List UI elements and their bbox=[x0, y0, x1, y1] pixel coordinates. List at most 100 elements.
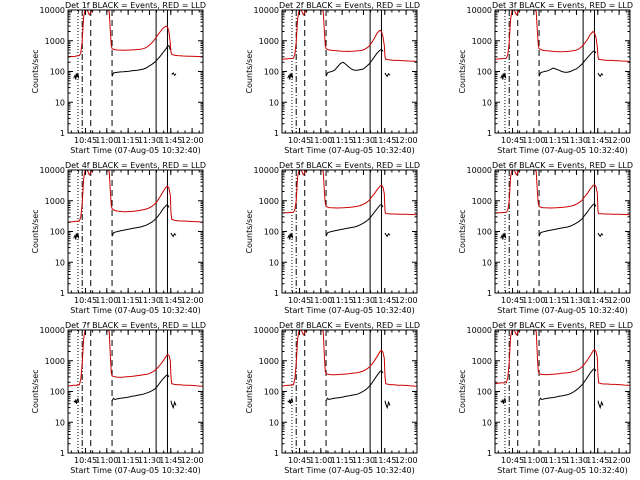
x-tick-label: 12:00 bbox=[608, 456, 631, 465]
y-tick-label: 10000 bbox=[254, 6, 279, 15]
x-tick-label: 11:15 bbox=[544, 296, 567, 305]
y-tick-label: 1 bbox=[274, 289, 279, 298]
x-tick-label: 12:00 bbox=[608, 296, 631, 305]
y-tick-label: 100 bbox=[264, 388, 279, 397]
y-tick-label: 10 bbox=[269, 418, 279, 427]
y-tick-label: 1 bbox=[60, 129, 65, 138]
y-axis-label: Counts/sec bbox=[31, 209, 40, 253]
series-line-lld bbox=[494, 169, 631, 216]
y-tick-label: 1000 bbox=[472, 197, 492, 206]
y-tick-label: 1 bbox=[60, 289, 65, 298]
y-axis-label: Counts/sec bbox=[31, 49, 40, 93]
chart-title: Det 7f BLACK = Events, RED = LLD bbox=[65, 321, 206, 330]
x-tick-label: 10:45 bbox=[288, 296, 311, 305]
x-tick-label: 11:30 bbox=[352, 296, 375, 305]
chart-title: Det 9f BLACK = Events, RED = LLD bbox=[492, 321, 633, 330]
plot-frame bbox=[494, 169, 631, 294]
x-tick-label: 11:00 bbox=[95, 456, 118, 465]
chart-panel-det-9: Det 9f BLACK = Events, RED = LLD 1 10 100 10… bbox=[458, 321, 633, 475]
chart-title: Det 6f BLACK = Events, RED = LLD bbox=[492, 161, 633, 170]
plot-frame bbox=[67, 329, 204, 454]
y-tick-label: 1000 bbox=[259, 197, 279, 206]
y-tick-label: 1 bbox=[274, 449, 279, 458]
x-axis-label: Start Time (07-Aug-05 10:32:40) bbox=[284, 306, 415, 315]
y-tick-label: 10 bbox=[55, 418, 65, 427]
y-axis-label: Counts/sec bbox=[245, 209, 254, 253]
x-tick-label: 10:45 bbox=[288, 136, 311, 145]
x-tick-label: 11:15 bbox=[117, 296, 140, 305]
y-tick-label: 10 bbox=[55, 258, 65, 267]
x-tick-label: 12:00 bbox=[395, 456, 418, 465]
y-axis-label: Counts/sec bbox=[458, 209, 467, 253]
y-tick-label: 10 bbox=[482, 258, 492, 267]
x-tick-label: 10:45 bbox=[74, 296, 97, 305]
y-tick-label: 10 bbox=[482, 98, 492, 107]
series-line-lld bbox=[67, 329, 203, 387]
y-tick-label: 100 bbox=[477, 68, 492, 77]
y-axis-label: Counts/sec bbox=[31, 369, 40, 413]
y-tick-label: 100 bbox=[50, 228, 65, 237]
plot-frame bbox=[281, 329, 418, 454]
x-tick-label: 11:30 bbox=[565, 136, 588, 145]
chart-panel-det-1: Det 1f BLACK = Events, RED = LLD 1 10 100 10… bbox=[31, 1, 206, 155]
y-tick-label: 10000 bbox=[467, 166, 492, 175]
y-tick-label: 100 bbox=[477, 388, 492, 397]
x-tick-label: 11:45 bbox=[373, 456, 396, 465]
y-tick-label: 10000 bbox=[40, 166, 65, 175]
y-tick-label: 1 bbox=[487, 129, 492, 138]
y-axis-label: Counts/sec bbox=[245, 369, 254, 413]
x-tick-label: 11:30 bbox=[565, 456, 588, 465]
y-tick-label: 100 bbox=[477, 228, 492, 237]
x-tick-label: 10:45 bbox=[74, 456, 97, 465]
x-axis-label: Start Time (07-Aug-05 10:32:40) bbox=[70, 466, 201, 475]
series-line-events bbox=[287, 48, 391, 80]
x-tick-label: 12:00 bbox=[181, 456, 204, 465]
x-tick-label: 11:15 bbox=[331, 296, 354, 305]
x-tick-label: 11:00 bbox=[522, 296, 545, 305]
chart-panel-det-3: Det 3f BLACK = Events, RED = LLD 1 10 100 10… bbox=[458, 1, 633, 155]
x-tick-label: 11:45 bbox=[159, 296, 182, 305]
x-tick-label: 10:45 bbox=[501, 296, 524, 305]
x-axis-label: Start Time (07-Aug-05 10:32:40) bbox=[497, 466, 628, 475]
x-tick-label: 11:00 bbox=[95, 296, 118, 305]
x-axis-label: Start Time (07-Aug-05 10:32:40) bbox=[70, 146, 201, 155]
series-line-lld bbox=[494, 9, 631, 63]
x-tick-label: 12:00 bbox=[608, 136, 631, 145]
x-tick-label: 11:15 bbox=[331, 456, 354, 465]
series-line-lld bbox=[281, 9, 418, 63]
y-tick-label: 1000 bbox=[45, 37, 65, 46]
chart-panel-det-6: Det 6f BLACK = Events, RED = LLD 1 10 100 10… bbox=[458, 161, 633, 315]
x-tick-label: 12:00 bbox=[395, 136, 418, 145]
x-tick-label: 11:45 bbox=[373, 296, 396, 305]
x-tick-label: 12:00 bbox=[395, 296, 418, 305]
x-axis-label: Start Time (07-Aug-05 10:32:40) bbox=[497, 146, 628, 155]
y-tick-label: 10 bbox=[55, 98, 65, 107]
y-tick-label: 1000 bbox=[45, 197, 65, 206]
x-tick-label: 11:30 bbox=[138, 136, 161, 145]
x-tick-label: 11:45 bbox=[159, 136, 182, 145]
x-tick-label: 10:45 bbox=[501, 136, 524, 145]
x-tick-label: 12:00 bbox=[181, 136, 204, 145]
chart-panel-det-8: Det 8f BLACK = Events, RED = LLD 1 10 100 10… bbox=[245, 321, 420, 475]
y-tick-label: 1000 bbox=[259, 357, 279, 366]
x-tick-label: 11:30 bbox=[352, 456, 375, 465]
y-tick-label: 1 bbox=[487, 449, 492, 458]
x-tick-label: 11:15 bbox=[544, 456, 567, 465]
series-line-lld bbox=[67, 9, 204, 58]
chart-title: Det 8f BLACK = Events, RED = LLD bbox=[279, 321, 420, 330]
x-tick-label: 11:30 bbox=[138, 296, 161, 305]
x-axis-label: Start Time (07-Aug-05 10:32:40) bbox=[70, 306, 201, 315]
y-axis-label: Counts/sec bbox=[458, 49, 467, 93]
series-line-events bbox=[287, 203, 391, 240]
x-tick-label: 11:00 bbox=[522, 456, 545, 465]
y-tick-label: 100 bbox=[50, 388, 65, 397]
series-line-events bbox=[73, 203, 177, 240]
chart-title: Det 1f BLACK = Events, RED = LLD bbox=[65, 1, 206, 10]
x-tick-label: 11:45 bbox=[159, 456, 182, 465]
plot-frame bbox=[494, 329, 631, 454]
x-tick-label: 11:15 bbox=[544, 136, 567, 145]
series-line-lld bbox=[494, 329, 630, 386]
y-tick-label: 1000 bbox=[45, 357, 65, 366]
y-tick-label: 10000 bbox=[467, 326, 492, 335]
series-line-events bbox=[500, 50, 604, 80]
